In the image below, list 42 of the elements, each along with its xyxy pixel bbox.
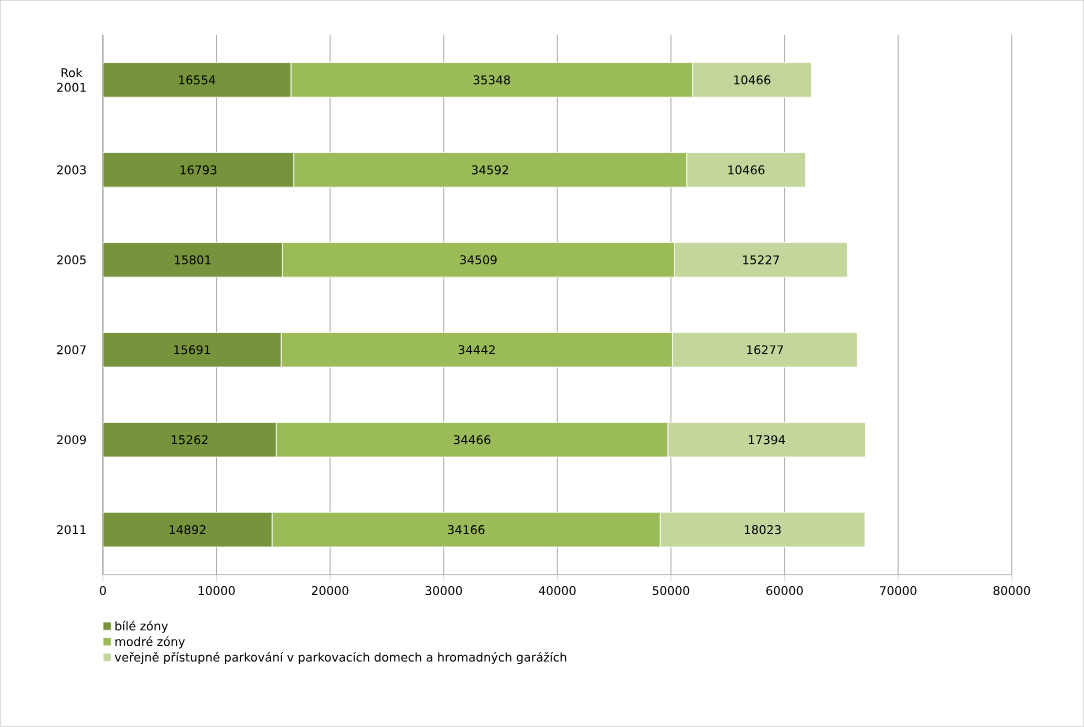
x-tick-label: 60000 (766, 586, 803, 596)
y-tick-label: 2005 (57, 255, 86, 265)
data-label: 34592 (472, 165, 509, 175)
data-label: 16554 (179, 75, 216, 85)
legend-label: modré zóny (115, 636, 185, 649)
data-label: 18023 (744, 525, 781, 535)
legend-label: veřejně přístupné parkování v parkovacích domech a hromadných garážích (114, 651, 567, 665)
data-label: 34466 (453, 435, 491, 445)
data-label: 15262 (171, 435, 208, 445)
data-label: 15801 (174, 255, 211, 265)
data-label: 34442 (458, 345, 495, 355)
data-label: 17394 (748, 435, 786, 445)
data-label: 34509 (460, 255, 497, 265)
data-label: 35348 (473, 75, 510, 85)
data-label: 14892 (169, 525, 206, 535)
bar (102, 62, 292, 98)
data-label: 16793 (180, 165, 217, 175)
x-tick-label: 50000 (652, 586, 690, 596)
x-tick-label: 30000 (425, 586, 462, 596)
y-tick-label: Rok 2001 (57, 68, 86, 92)
x-tick-label: 40000 (538, 586, 576, 596)
data-label: 34166 (448, 525, 485, 535)
data-label: 16277 (747, 345, 783, 355)
legend-label: bílé zóny (115, 620, 168, 633)
data-label: 10466 (734, 75, 771, 85)
x-tick-label: 80000 (993, 586, 1031, 596)
data-label: 15691 (174, 345, 210, 355)
bar (102, 242, 283, 278)
data-label: 15227 (743, 255, 779, 265)
y-tick-label: 2011 (57, 525, 86, 535)
bar (102, 422, 277, 458)
y-tick-label: 2009 (57, 435, 86, 445)
y-tick-label: 2003 (57, 165, 86, 175)
y-tick-label: 2007 (57, 345, 86, 355)
bar (102, 152, 295, 188)
x-tick-label: 0 (99, 586, 106, 596)
bar (102, 512, 273, 548)
x-tick-label: 10000 (198, 586, 235, 596)
data-label: 10466 (728, 165, 765, 175)
x-tick-label: 20000 (311, 586, 349, 596)
x-tick-label: 70000 (880, 586, 917, 596)
bar (102, 332, 282, 368)
